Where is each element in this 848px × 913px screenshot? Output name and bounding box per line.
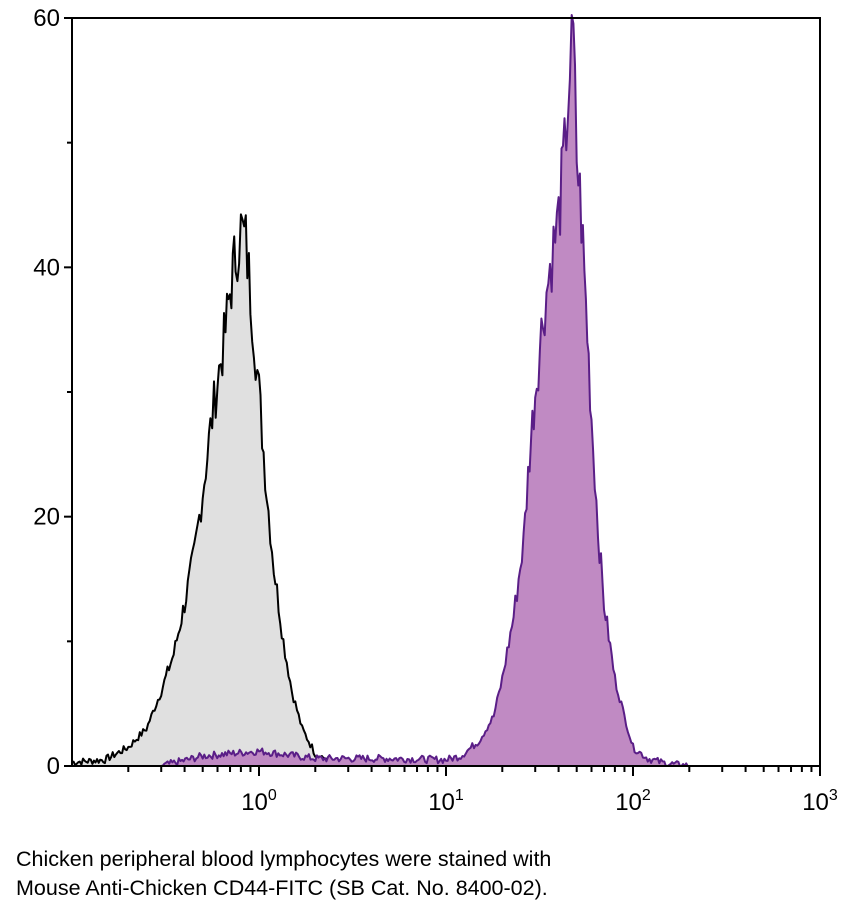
x-tick-label: 100 — [241, 787, 277, 816]
histogram-line-2 — [160, 14, 690, 767]
y-tick-label: 40 — [33, 254, 60, 281]
y-tick-label: 0 — [47, 753, 60, 780]
y-tick-label: 20 — [33, 504, 60, 531]
y-tick-label: 60 — [33, 5, 60, 32]
caption-line-2: Mouse Anti-Chicken CD44-FITC (SB Cat. No… — [16, 876, 548, 900]
histogram-chart: 0 20 40 60 100 101 102 103 — [33, 5, 838, 816]
histogram-fill-1 — [72, 214, 349, 766]
histogram-line-1 — [71, 213, 350, 767]
x-tick-label: 102 — [615, 787, 651, 816]
x-tick-label: 101 — [428, 787, 464, 816]
figure-caption: Chicken peripheral blood lymphocytes wer… — [16, 845, 551, 903]
histogram-fill-2 — [161, 15, 690, 766]
axes-layer: 0 20 40 60 100 101 102 103 — [33, 5, 838, 816]
x-tick-label: 103 — [802, 787, 838, 816]
series-layer — [71, 14, 690, 767]
caption-line-1: Chicken peripheral blood lymphocytes wer… — [16, 847, 552, 871]
